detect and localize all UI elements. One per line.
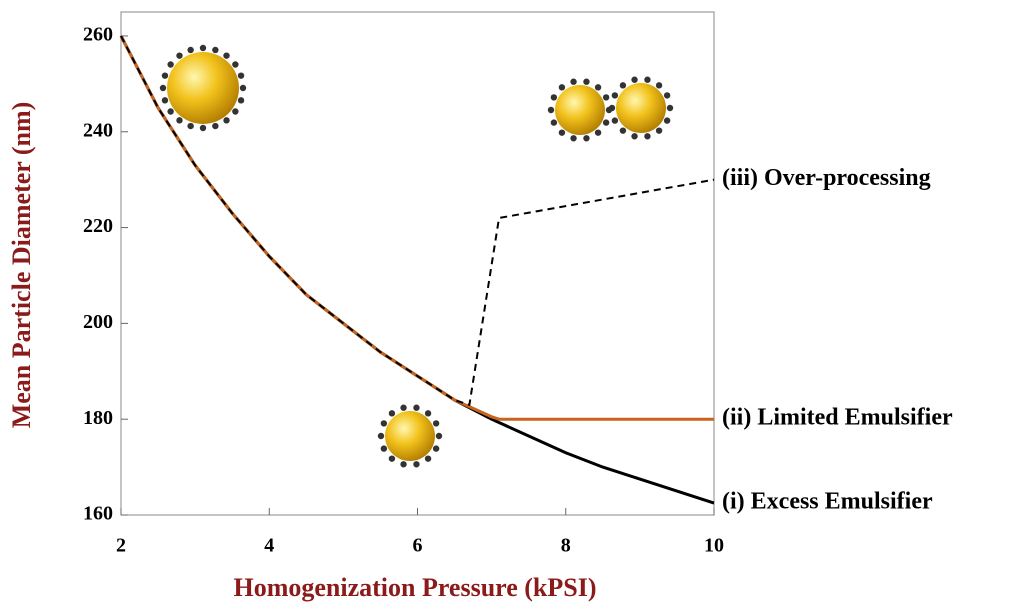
emulsifier-dot: [199, 44, 207, 52]
emulsifier-dot: [199, 124, 207, 132]
x-tick-label: 8: [561, 535, 571, 557]
emulsifier-dot: [655, 127, 663, 134]
emulsifier-dot: [663, 117, 671, 124]
emulsifier-dot: [212, 122, 219, 130]
series-label: (i) Excess Emulsifier: [722, 489, 933, 515]
emulsifier-dot: [167, 61, 174, 68]
emulsifier-dot: [159, 84, 167, 92]
emulsifier-dot: [388, 455, 396, 462]
emulsifier-dot: [550, 94, 558, 101]
emulsifier-dot: [223, 117, 230, 124]
emulsifier-dot: [435, 432, 443, 440]
emulsifier-dot: [380, 445, 388, 452]
emulsifier-dot: [583, 135, 590, 142]
emulsifier-dot: [594, 84, 602, 91]
emulsifier-dot: [413, 461, 420, 468]
emulsifier-dot: [655, 82, 663, 89]
y-tick-label: 240: [83, 119, 113, 141]
particle: [616, 83, 666, 133]
emulsifier-dot: [583, 78, 590, 85]
emulsifier-dot: [232, 61, 239, 68]
emulsifier-dot: [570, 135, 577, 142]
emulsifier-dot: [666, 104, 674, 112]
emulsifier-dot: [619, 127, 627, 134]
particle: [167, 52, 239, 124]
particle: [555, 85, 605, 135]
emulsifier-dot: [161, 72, 169, 79]
emulsifier-dot: [619, 82, 627, 89]
emulsifier-dot: [176, 52, 183, 59]
emulsifier-dot: [608, 104, 616, 112]
emulsifier-dot: [388, 410, 396, 417]
emulsifier-dot: [558, 129, 566, 136]
emulsifier-dot: [611, 117, 619, 124]
emulsifier-dot: [237, 72, 245, 79]
y-tick-label: 160: [83, 503, 113, 525]
emulsifier-dot: [631, 76, 638, 83]
emulsifier-dot: [400, 461, 407, 468]
emulsifier-dot: [594, 129, 602, 136]
particle: [385, 411, 435, 461]
emulsifier-dot: [223, 52, 230, 59]
emulsifier-dot: [602, 94, 610, 101]
emulsifier-dot: [550, 119, 558, 126]
x-tick-label: 10: [704, 535, 724, 557]
x-tick-label: 4: [264, 535, 274, 557]
emulsifier-dot: [413, 404, 420, 411]
emulsifier-dot: [432, 420, 440, 427]
emulsifier-dot: [570, 78, 577, 85]
y-tick-label: 200: [83, 311, 113, 333]
emulsifier-dot: [187, 46, 194, 54]
emulsifier-dot: [611, 92, 619, 99]
emulsifier-dot: [377, 432, 385, 440]
y-axis-label: Mean Particle Diameter (nm): [7, 102, 36, 429]
emulsifier-dot: [176, 117, 183, 124]
emulsifier-dot: [161, 97, 169, 104]
emulsifier-dot: [232, 108, 239, 115]
emulsifier-dot: [187, 122, 194, 130]
emulsifier-dot: [644, 76, 651, 83]
y-tick-label: 180: [83, 407, 113, 429]
emulsifier-dot: [547, 106, 555, 114]
emulsifier-dot: [380, 420, 388, 427]
emulsifier-dot: [663, 92, 671, 99]
particle-illustrations: [159, 44, 674, 468]
emulsifier-dot: [424, 455, 432, 462]
emulsifier-dot: [432, 445, 440, 452]
emulsifier-dot: [167, 108, 174, 115]
emulsifier-dot: [212, 46, 219, 54]
emulsifier-dot: [237, 97, 245, 104]
y-tick-label: 220: [83, 215, 113, 237]
series-label: (iii) Over-processing: [722, 165, 931, 191]
x-tick-label: 6: [413, 535, 423, 557]
emulsifier-dot: [602, 119, 610, 126]
emulsifier-dot: [400, 404, 407, 411]
emulsifier-dot: [424, 410, 432, 417]
emulsifier-dot: [239, 84, 247, 92]
y-tick-label: 260: [83, 24, 113, 46]
emulsifier-dot: [631, 133, 638, 140]
x-tick-label: 2: [116, 535, 126, 557]
series-label: (ii) Limited Emulsifier: [722, 405, 953, 431]
series-line: [120, 35, 715, 407]
emulsifier-dot: [558, 84, 566, 91]
emulsifier-dot: [644, 133, 651, 140]
x-axis-label: Homogenization Pressure (kPSI): [233, 573, 596, 602]
